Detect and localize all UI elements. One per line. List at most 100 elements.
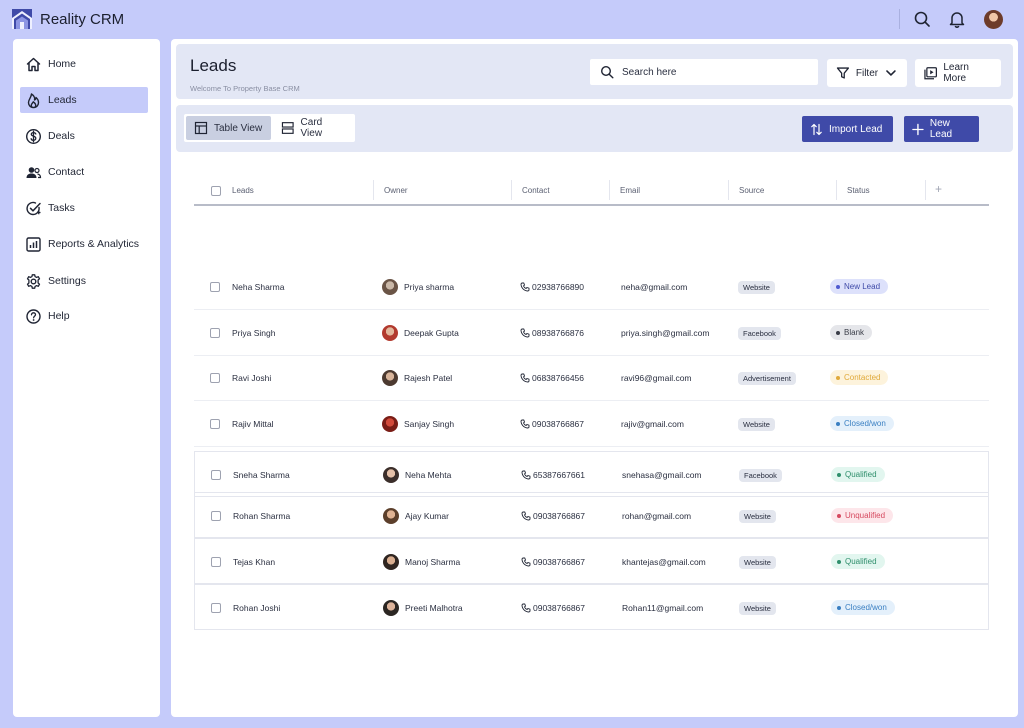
table-row[interactable]: Tejas Khan Manoj Sharma 09038766867 khan…: [194, 538, 989, 584]
table-row[interactable]: Rajiv Mittal Sanjay Singh 09038766867 ra…: [194, 401, 989, 447]
email-address[interactable]: neha@gmail.com: [621, 282, 688, 292]
column-header-contact[interactable]: Contact: [522, 186, 550, 195]
page-subtitle: Welcome To Property Base CRM: [190, 84, 300, 93]
bell-icon[interactable]: [948, 10, 966, 28]
table-row[interactable]: Sneha Sharma Neha Mehta 65387667661 sneh…: [194, 451, 989, 497]
status-label: Blank: [844, 328, 865, 337]
row-checkbox[interactable]: [210, 373, 220, 383]
lead-name[interactable]: Ravi Joshi: [232, 373, 272, 383]
sidebar-item-tasks[interactable]: Tasks: [20, 195, 148, 221]
email-address[interactable]: priya.singh@gmail.com: [621, 328, 710, 338]
phone-icon: [521, 470, 531, 480]
sidebar-item-contact[interactable]: Contact: [20, 159, 148, 185]
contact-number[interactable]: 06838766456: [532, 373, 585, 383]
sidebar-item-deals[interactable]: Deals: [20, 123, 148, 149]
column-divider: [836, 180, 837, 200]
new-lead-button[interactable]: New Lead: [904, 116, 979, 142]
main-panel: Leads Welcome To Property Base CRM Filte…: [171, 39, 1018, 717]
email-address[interactable]: rajiv@gmail.com: [621, 419, 684, 429]
column-header-owner[interactable]: Owner: [384, 186, 408, 195]
contact-number[interactable]: 09038766867: [533, 511, 586, 521]
column-header-source[interactable]: Source: [739, 186, 765, 195]
status-dot: [837, 559, 841, 564]
column-divider: [373, 180, 374, 200]
row-checkbox[interactable]: [211, 557, 221, 567]
table-row[interactable]: Ravi Joshi Rajesh Patel 06838766456 ravi…: [194, 355, 989, 401]
table-view-label: Table View: [214, 122, 263, 134]
sidebar-item-reports[interactable]: Reports & Analytics: [20, 231, 148, 257]
table-icon: [194, 121, 208, 135]
email-address[interactable]: snehasa@gmail.com: [622, 470, 702, 480]
status-badge[interactable]: New Lead: [830, 279, 889, 294]
status-badge[interactable]: Closed/won: [831, 600, 895, 615]
brand[interactable]: Reality CRM: [12, 9, 124, 29]
table-row[interactable]: Rohan Joshi Preeti Malhotra 09038766867 …: [194, 584, 989, 630]
table-row[interactable]: Rohan Sharma Ajay Kumar 09038766867 roha…: [194, 492, 989, 538]
sidebar-item-help[interactable]: Help: [20, 303, 148, 329]
status-dot: [837, 513, 841, 518]
lead-name[interactable]: Rohan Joshi: [233, 603, 281, 613]
status-badge[interactable]: Qualified: [831, 467, 885, 482]
status-dot: [836, 284, 840, 289]
column-header-email[interactable]: Email: [620, 186, 641, 195]
column-header-status[interactable]: Status: [847, 186, 870, 195]
contact-number[interactable]: 02938766890: [532, 282, 585, 292]
lead-name[interactable]: Priya Singh: [232, 328, 276, 338]
user-avatar[interactable]: [984, 10, 1003, 29]
table-row[interactable]: Priya Singh Deepak Gupta 08938766876 pri…: [194, 310, 989, 356]
source-badge: Facebook: [738, 327, 781, 340]
status-badge[interactable]: Unqualified: [831, 508, 894, 523]
email-address[interactable]: khantejas@gmail.com: [622, 557, 706, 567]
import-lead-button[interactable]: Import Lead: [802, 116, 893, 142]
status-dot: [836, 375, 840, 380]
sidebar-item-settings[interactable]: Settings: [20, 268, 148, 294]
contact-number[interactable]: 09038766867: [532, 419, 585, 429]
column-header-leads[interactable]: Leads: [232, 186, 254, 195]
view-toolbar: Table View Card View Import Lead New Lea…: [176, 105, 1013, 152]
filter-button[interactable]: Filter: [827, 59, 907, 87]
status-badge[interactable]: Qualified: [831, 554, 885, 569]
status-badge[interactable]: Closed/won: [830, 416, 894, 431]
lead-name[interactable]: Rajiv Mittal: [232, 419, 274, 429]
email-address[interactable]: ravi96@gmail.com: [621, 373, 692, 383]
card-view-button[interactable]: Card View: [273, 116, 353, 140]
source-badge: Advertisement: [738, 372, 796, 385]
status-badge[interactable]: Blank: [830, 325, 873, 340]
task-check-icon: [26, 201, 41, 215]
select-all-checkbox[interactable]: [211, 186, 221, 196]
email-address[interactable]: rohan@gmail.com: [622, 511, 692, 521]
lead-name[interactable]: Tejas Khan: [233, 557, 276, 567]
owner-name: Manoj Sharma: [405, 557, 461, 567]
lead-name[interactable]: Rohan Sharma: [233, 511, 291, 521]
dollar-icon: [25, 128, 42, 144]
contact-number[interactable]: 08938766876: [532, 328, 585, 338]
contact-number[interactable]: 09038766867: [533, 603, 586, 613]
search-box[interactable]: [590, 59, 818, 85]
row-checkbox[interactable]: [210, 282, 220, 292]
sidebar-item-label: Settings: [48, 275, 86, 287]
sidebar-item-leads[interactable]: Leads: [20, 87, 148, 113]
learn-more-button[interactable]: Learn More: [915, 59, 1001, 87]
table-row[interactable]: Neha Sharma Priya sharma 02938766890 neh…: [194, 264, 989, 310]
app-name: Reality CRM: [40, 10, 125, 28]
row-checkbox[interactable]: [210, 328, 220, 338]
row-checkbox[interactable]: [211, 470, 221, 480]
row-checkbox[interactable]: [211, 511, 221, 521]
sidebar-item-home[interactable]: Home: [20, 51, 148, 77]
search-input[interactable]: [622, 66, 802, 78]
email-address[interactable]: Rohan11@gmail.com: [622, 603, 704, 613]
row-checkbox[interactable]: [210, 419, 220, 429]
owner-name: Ajay Kumar: [405, 511, 449, 521]
search-icon[interactable]: [913, 10, 931, 28]
table-view-button[interactable]: Table View: [186, 116, 271, 140]
lead-name[interactable]: Neha Sharma: [232, 282, 285, 292]
contact-number[interactable]: 65387667661: [533, 470, 586, 480]
contact-number[interactable]: 09038766867: [533, 557, 586, 567]
lead-name[interactable]: Sneha Sharma: [233, 470, 290, 480]
row-checkbox[interactable]: [211, 603, 221, 613]
source-badge: Website: [738, 418, 775, 431]
owner-avatar: [382, 370, 398, 386]
add-column-icon[interactable]: +: [935, 182, 943, 196]
status-dot: [836, 421, 840, 426]
status-badge[interactable]: Contacted: [830, 370, 889, 385]
